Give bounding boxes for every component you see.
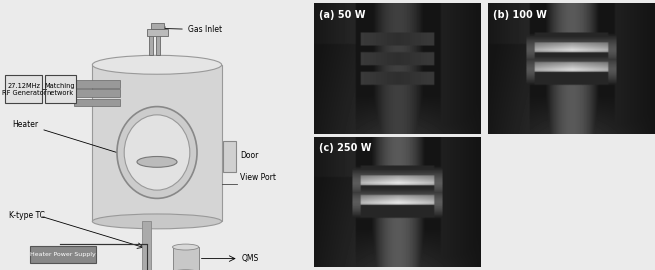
Text: Matching
network: Matching network: [45, 83, 75, 96]
FancyBboxPatch shape: [5, 75, 43, 103]
Bar: [223, 141, 236, 172]
Ellipse shape: [124, 115, 190, 190]
Bar: [149, 30, 153, 55]
Bar: [74, 99, 120, 106]
Text: View Port: View Port: [240, 173, 276, 183]
Bar: [142, 221, 151, 270]
Text: (c) 250 W: (c) 250 W: [320, 143, 372, 153]
Bar: [156, 30, 160, 55]
Text: Door: Door: [240, 151, 259, 160]
Bar: [74, 89, 120, 97]
Bar: [92, 65, 221, 221]
Text: 27.12MHz
RF Generator: 27.12MHz RF Generator: [1, 83, 46, 96]
Bar: [147, 29, 168, 36]
Ellipse shape: [92, 214, 221, 229]
Bar: [151, 23, 164, 29]
Text: Heater Power Supply: Heater Power Supply: [30, 252, 96, 257]
FancyBboxPatch shape: [30, 246, 96, 263]
Ellipse shape: [137, 157, 177, 167]
Text: K-type TC: K-type TC: [9, 211, 45, 221]
FancyBboxPatch shape: [45, 75, 76, 103]
Bar: [74, 80, 120, 88]
Text: (a) 50 W: (a) 50 W: [320, 10, 366, 20]
Text: Heater: Heater: [12, 120, 135, 159]
Text: Gas Inlet: Gas Inlet: [162, 25, 222, 34]
Bar: [172, 247, 198, 270]
Ellipse shape: [117, 107, 197, 198]
Ellipse shape: [92, 55, 221, 74]
Text: (b) 100 W: (b) 100 W: [493, 10, 547, 20]
Ellipse shape: [172, 244, 198, 250]
Text: QMS: QMS: [242, 254, 259, 263]
